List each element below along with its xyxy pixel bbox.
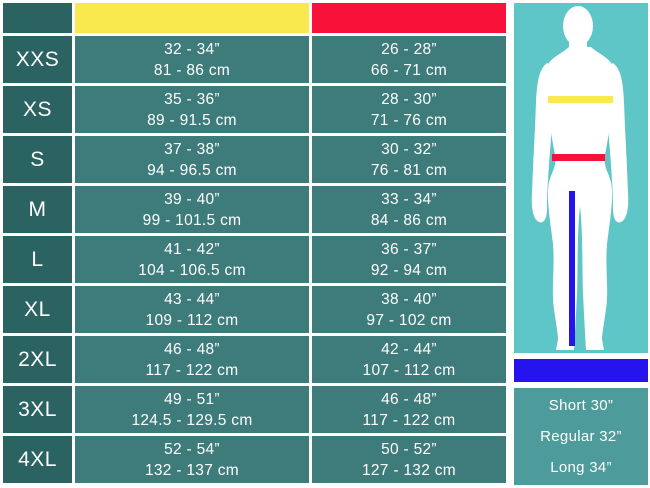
waist-cm-value: 76 - 81 cm [370, 161, 448, 179]
inseam-line-icon [569, 191, 575, 346]
size-label-cell: L [3, 236, 72, 283]
waist-cm-value: 117 - 122 cm [362, 411, 456, 429]
chest-cm-value: 132 - 137 cm [144, 461, 240, 479]
size-label: XL [24, 297, 51, 321]
chest-measurement-cell: 37 - 38” 94 - 96.5 cm [75, 136, 309, 183]
waist-cm-value: 84 - 86 cm [370, 211, 448, 229]
size-label-cell: XL [3, 286, 72, 333]
waist-inches-value: 28 - 30” [381, 90, 437, 108]
waist-measurement-cell: 26 - 28” 66 - 71 cm [312, 36, 506, 83]
chest-inches-value: 37 - 38” [164, 140, 220, 158]
waist-measurement-cell: 42 - 44” 107 - 112 cm [312, 336, 506, 383]
chest-cm-value: 81 - 86 cm [153, 61, 231, 79]
size-label: 4XL [18, 447, 57, 471]
chest-measurement-cell: 49 - 51” 124.5 - 129.5 cm [75, 386, 309, 433]
waist-measurement-cell: 46 - 48” 117 - 122 cm [312, 386, 506, 433]
chest-line-icon [548, 96, 613, 103]
waist-inches-value: 46 - 48” [381, 390, 437, 408]
chest-cm-value: 124.5 - 129.5 cm [131, 411, 253, 429]
chest-inches-value: 32 - 34” [164, 40, 220, 58]
size-label-cell: XS [3, 86, 72, 133]
size-label: XXS [15, 47, 60, 71]
chest-inches-value: 46 - 48” [164, 340, 220, 358]
chest-cm-value: 89 - 91.5 cm [147, 111, 237, 129]
size-table: XXS 32 - 34” 81 - 86 cm 26 - 28” 66 - 71… [3, 3, 506, 483]
waist-measurement-cell: 38 - 40” 97 - 102 cm [312, 286, 506, 333]
chest-column-header-swatch [75, 3, 309, 33]
body-measurement-diagram [514, 3, 648, 353]
size-label-cell: M [3, 186, 72, 233]
waist-measurement-cell: 28 - 30” 71 - 76 cm [312, 86, 506, 133]
waist-measurement-cell: 33 - 34” 84 - 86 cm [312, 186, 506, 233]
chest-inches-value: 35 - 36” [164, 90, 220, 108]
corner-header-cell [3, 3, 72, 33]
chest-measurement-cell: 43 - 44” 109 - 112 cm [75, 286, 309, 333]
chest-measurement-cell: 46 - 48” 117 - 122 cm [75, 336, 309, 383]
size-label-cell: 3XL [3, 386, 72, 433]
torso-and-legs-shape [544, 47, 616, 350]
chest-inches-value: 41 - 42” [164, 240, 220, 258]
chest-measurement-cell: 41 - 42” 104 - 106.5 cm [75, 236, 309, 283]
chest-measurement-cell: 52 - 54” 132 - 137 cm [75, 436, 309, 483]
size-label: 3XL [18, 397, 57, 421]
length-option-long: Long 34” [550, 459, 612, 476]
body-silhouette-figure [531, 6, 629, 350]
size-label: S [30, 147, 45, 171]
chest-inches-value: 49 - 51” [164, 390, 220, 408]
length-options-panel: Short 30” Regular 32” Long 34” [514, 388, 648, 485]
size-label-cell: 2XL [3, 336, 72, 383]
waist-inches-value: 38 - 40” [381, 290, 437, 308]
waist-inches-value: 30 - 32” [381, 140, 437, 158]
waist-inches-value: 36 - 37” [381, 240, 437, 258]
waist-cm-value: 66 - 71 cm [370, 61, 448, 79]
right-arm-shape [608, 63, 629, 223]
waist-measurement-cell: 50 - 52” 127 - 132 cm [312, 436, 506, 483]
chest-cm-value: 109 - 112 cm [145, 311, 239, 329]
waist-measurement-cell: 36 - 37” 92 - 94 cm [312, 236, 506, 283]
size-label-cell: XXS [3, 36, 72, 83]
left-arm-shape [531, 63, 552, 223]
size-label: XS [22, 97, 52, 121]
size-label: 2XL [18, 347, 57, 371]
chest-cm-value: 94 - 96.5 cm [147, 161, 237, 179]
chest-inches-value: 39 - 40” [164, 190, 220, 208]
chest-cm-value: 99 - 101.5 cm [142, 211, 242, 229]
inseam-color-bar [514, 359, 648, 382]
size-label-cell: 4XL [3, 436, 72, 483]
chest-cm-value: 117 - 122 cm [145, 361, 239, 379]
chest-cm-value: 104 - 106.5 cm [138, 261, 246, 279]
waist-inches-value: 33 - 34” [381, 190, 437, 208]
waist-measurement-cell: 30 - 32” 76 - 81 cm [312, 136, 506, 183]
length-option-regular: Regular 32” [540, 428, 622, 445]
size-label-cell: S [3, 136, 72, 183]
waist-cm-value: 107 - 112 cm [362, 361, 456, 379]
waist-cm-value: 97 - 102 cm [366, 311, 452, 329]
chest-measurement-cell: 35 - 36” 89 - 91.5 cm [75, 86, 309, 133]
waist-inches-value: 50 - 52” [381, 440, 437, 458]
chest-measurement-cell: 32 - 34” 81 - 86 cm [75, 36, 309, 83]
length-option-short: Short 30” [548, 397, 614, 414]
chest-measurement-cell: 39 - 40” 99 - 101.5 cm [75, 186, 309, 233]
waist-cm-value: 127 - 132 cm [361, 461, 457, 479]
size-label: L [31, 247, 44, 271]
size-label: M [28, 197, 47, 221]
waist-cm-value: 71 - 76 cm [370, 111, 448, 129]
waist-inches-value: 42 - 44” [381, 340, 437, 358]
waist-cm-value: 92 - 94 cm [370, 261, 448, 279]
waist-inches-value: 26 - 28” [381, 40, 437, 58]
chest-inches-value: 52 - 54” [164, 440, 220, 458]
waist-line-icon [552, 154, 605, 161]
waist-column-header-swatch [312, 3, 506, 33]
chest-inches-value: 43 - 44” [164, 290, 220, 308]
